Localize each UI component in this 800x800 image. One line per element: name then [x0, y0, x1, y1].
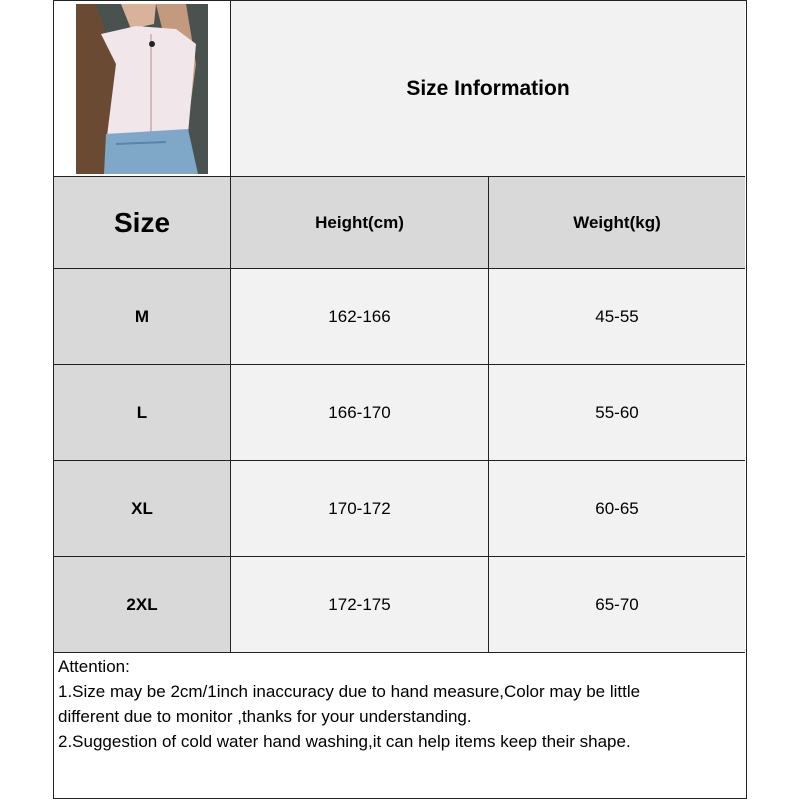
size-cell: L	[54, 365, 231, 461]
size-cell: XL	[54, 461, 231, 557]
column-header-weight: Weight(kg)	[489, 177, 745, 269]
weight-cell: 65-70	[489, 557, 745, 653]
size-chart: Size Information Size Height(cm) Weight(…	[53, 0, 747, 799]
product-photo-cell	[54, 1, 231, 177]
size-cell: M	[54, 269, 231, 365]
attention-heading: Attention:	[58, 657, 130, 676]
attention-notes: Attention: 1.Size may be 2cm/1inch inacc…	[54, 652, 745, 756]
attention-line: 1.Size may be 2cm/1inch inaccuracy due t…	[58, 682, 641, 701]
attention-line: 2.Suggestion of cold water hand washing,…	[58, 732, 631, 751]
height-cell: 170-172	[231, 461, 489, 557]
weight-cell: 45-55	[489, 269, 745, 365]
column-header-height: Height(cm)	[231, 177, 489, 269]
weight-cell: 60-65	[489, 461, 745, 557]
attention-line: different due to monitor ,thanks for you…	[58, 707, 472, 726]
product-photo	[76, 4, 208, 174]
height-cell: 172-175	[231, 557, 489, 653]
height-cell: 162-166	[231, 269, 489, 365]
height-cell: 166-170	[231, 365, 489, 461]
column-header-size: Size	[54, 177, 231, 269]
weight-cell: 55-60	[489, 365, 745, 461]
size-cell: 2XL	[54, 557, 231, 653]
size-info-title: Size Information	[231, 1, 745, 177]
